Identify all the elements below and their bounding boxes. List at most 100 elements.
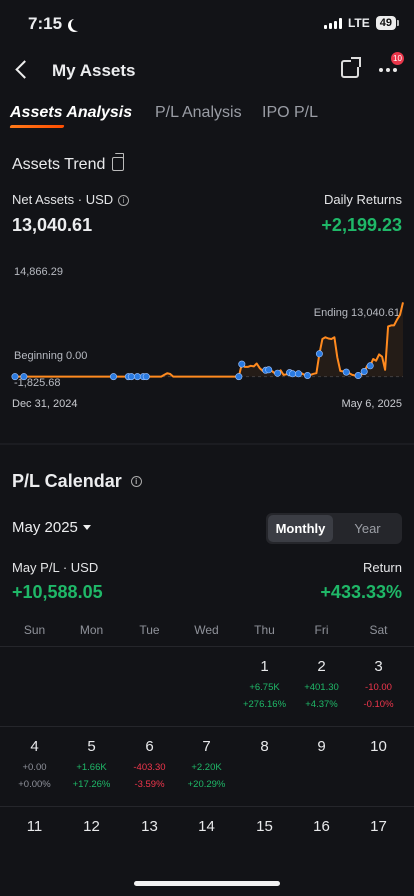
calendar-day[interactable]: 10 [350,738,407,755]
month-pl-label: May P/L · USD [12,560,99,575]
calendar-day-number: 14 [198,818,215,835]
pl-calendar-title: P/L Calendar i [12,471,142,492]
calendar-day-number: 9 [317,738,326,755]
tab-pl-analysis[interactable]: P/L Analysis [155,104,242,121]
calendar-divider [0,806,414,807]
calendar-day[interactable]: 6 -403.30 -3.59% [121,738,178,790]
trade-marker[interactable] [342,368,350,376]
trade-marker[interactable] [133,373,141,381]
active-tab-indicator [9,125,65,128]
chart-area [12,302,403,377]
calendar-day-pl: -10.00 [365,682,392,693]
trade-marker[interactable] [127,373,135,381]
calendar-day-pl: +1.66K [76,762,107,773]
trade-marker[interactable] [289,370,297,378]
status-time: 7:15 [28,14,80,34]
calendar-day-return: +4.37% [305,699,338,710]
chart-y-max-label: 14,866.29 [14,266,63,278]
calendar-day[interactable]: 5 +1.66K +17.26% [63,738,120,790]
year-button[interactable]: Year [354,521,381,536]
info-icon[interactable]: i [130,476,142,487]
nav-bar: My Assets 10 [0,52,414,90]
home-indicator [134,881,280,886]
trade-marker[interactable] [238,360,246,368]
net-assets-label: Net Assets · USD i [12,192,130,207]
calendar-day[interactable]: 2 +401.30 +4.37% [293,658,350,710]
tab-bar: Assets Analysis P/L Analysis IPO P/L [0,104,414,134]
month-selector-label: May 2025 [12,519,78,536]
trade-marker[interactable] [354,372,362,380]
weekday-wed: Wed [194,623,219,637]
calendar-day-return: +17.26% [72,779,111,790]
calendar-day[interactable]: 9 [293,738,350,755]
calendar-day[interactable]: 17 [350,818,407,835]
calendar-day[interactable]: 7 +2.20K +20.29% [178,738,235,790]
chart-line-series [12,302,404,378]
calendar-day-return: +0.00% [18,779,51,790]
chart-beginning-label: Beginning 0.00 [14,350,87,362]
calendar-day-number: 15 [256,818,273,835]
trade-marker[interactable] [294,370,302,378]
trade-marker[interactable] [360,368,368,376]
calendar-day[interactable]: 4 +0.00 +0.00% [6,738,63,790]
net-assets-label-text: Net Assets · USD [12,192,114,207]
calendar-day-pl: +401.30 [304,682,339,693]
month-pl-value: +10,588.05 [12,582,103,602]
calendar-day-number: 4 [30,738,39,755]
calendar-day-number: 12 [83,818,100,835]
status-bar: 7:15 LTE 49 [0,0,414,50]
trade-marker[interactable] [274,369,282,377]
calendar-day[interactable]: 8 [236,738,293,755]
calendar-day-return: -3.59% [134,779,165,790]
daily-returns-value: +2,199.23 [321,215,402,235]
calendar-day-pl: +2.20K [191,762,222,773]
chart-svg: 14,866.29 -1,825.68 Beginning 0.00 Endin… [11,266,404,389]
calendar-divider [0,726,414,727]
more-icon[interactable] [379,68,397,72]
trade-marker[interactable] [303,372,311,380]
calendar-day[interactable]: 16 [293,818,350,835]
trade-marker[interactable] [315,350,323,358]
back-icon[interactable] [12,59,34,81]
notification-badge: 10 [391,52,404,65]
share-icon[interactable] [341,57,361,78]
moon-icon [71,18,84,31]
calendar-day-number: 7 [202,738,211,755]
trade-marker[interactable] [265,366,273,374]
assets-trend-title: Assets Trend [12,156,106,173]
calendar-day[interactable]: 14 [178,818,235,835]
calendar-day[interactable]: 3 -10.00 -0.10% [350,658,407,710]
calendar-day-number: 3 [374,658,383,675]
chart-y-min-label: -1,825.68 [14,377,60,389]
calendar-day[interactable]: 15 [236,818,293,835]
section-divider [0,443,414,445]
trade-marker[interactable] [110,373,118,381]
calendar-day-number: 2 [317,658,326,675]
calendar-day[interactable]: 11 [6,818,63,835]
calendar-day-pl: -403.30 [133,762,166,773]
weekday-sat: Sat [369,623,388,637]
calendar-day[interactable]: 1 +6.75K +276.16% [236,658,293,710]
net-assets-value: 13,040.61 [12,215,93,235]
info-icon[interactable]: i [118,195,130,206]
trade-marker[interactable] [11,373,19,381]
trade-marker[interactable] [142,373,150,381]
chart-start-date: Dec 31, 2024 [12,398,78,410]
calendar-day[interactable]: 12 [63,818,120,835]
copy-icon[interactable] [112,153,124,171]
trade-marker[interactable] [366,362,374,370]
weekday-mon: Mon [79,623,104,637]
trade-marker[interactable] [20,373,28,381]
calendar-day-return: +20.29% [187,779,226,790]
calendar-day[interactable]: 13 [121,818,178,835]
calendar-day-number: 11 [26,818,43,835]
daily-returns-label: Daily Returns [323,192,402,207]
tab-ipo-pl[interactable]: IPO P/L [262,104,319,121]
month-selector[interactable]: May 2025 [12,519,91,536]
tab-assets-analysis[interactable]: Assets Analysis [10,104,133,121]
trade-marker[interactable] [235,373,243,381]
calendar-day-pl: +6.75K [249,682,280,693]
chevron-down-icon [82,525,91,530]
assets-trend-chart[interactable]: 14,866.29 -1,825.68 Beginning 0.00 Endin… [0,262,414,412]
monthly-button[interactable]: Monthly [268,515,333,542]
